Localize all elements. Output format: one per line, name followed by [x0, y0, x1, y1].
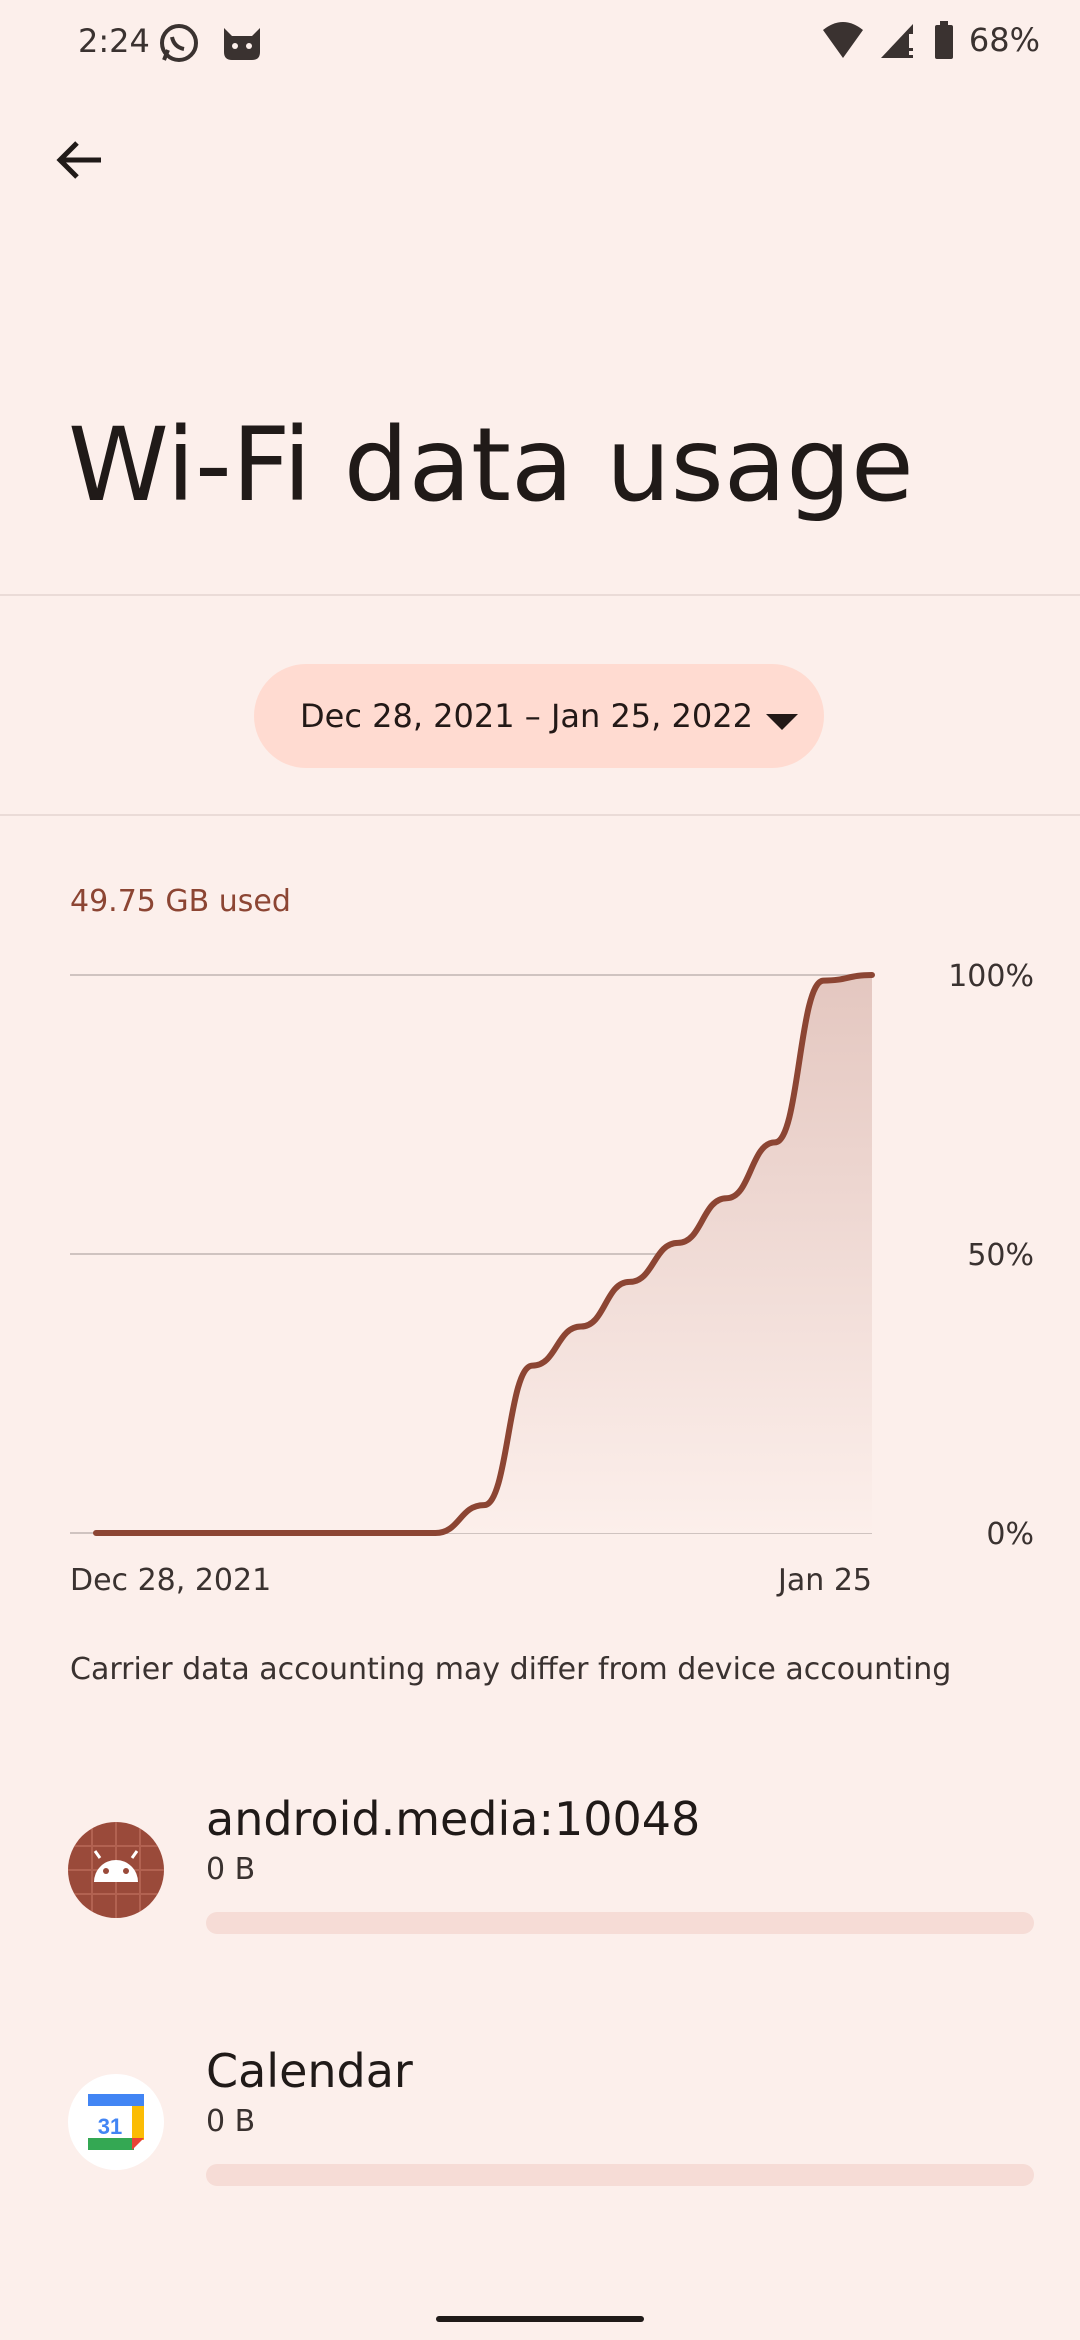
page-title: Wi-Fi data usage: [68, 406, 914, 525]
data-used-label: 49.75 GB used: [70, 884, 291, 919]
cell-signal-icon: [880, 24, 913, 58]
app-size: 0 B: [206, 2104, 256, 2139]
date-range-label: Dec 28, 2021 – Jan 25, 2022: [300, 697, 753, 735]
date-range-dropdown[interactable]: Dec 28, 2021 – Jan 25, 2022: [254, 664, 824, 768]
calendar-icon: 31: [68, 2074, 164, 2170]
dropdown-arrow-icon: [766, 714, 798, 730]
app-size: 0 B: [206, 1852, 256, 1887]
divider: [0, 594, 1080, 596]
y-tick-label: 0%: [986, 1517, 1034, 1552]
battery-percentage: 68%: [968, 21, 1040, 59]
arrow-back-icon: [56, 141, 101, 179]
navigation-handle[interactable]: [436, 2316, 644, 2322]
app-usage-item-android-media[interactable]: android.media:10048 0 B: [0, 1770, 1080, 1970]
status-time: 2:24: [78, 22, 150, 60]
calendar-day: 31: [98, 2114, 122, 2139]
android-icon: [68, 1822, 164, 1918]
x-tick-label: Jan 25: [776, 1563, 872, 1598]
app-usage-bar: [206, 1912, 1034, 1934]
app-name: android.media:10048: [206, 1792, 701, 1846]
app-usage-bar: [206, 2164, 1034, 2186]
y-tick-label: 50%: [967, 1238, 1034, 1273]
status-right: 68%: [821, 20, 1040, 60]
app-name: Calendar: [206, 2044, 413, 2098]
carrier-note: Carrier data accounting may differ from …: [70, 1652, 952, 1687]
back-button[interactable]: [40, 120, 120, 200]
usage-chart: 0% 50% 100% Dec 28, 2021 Jan 25: [70, 959, 1034, 1598]
wifi-icon: [822, 22, 863, 58]
whatsapp-icon: [158, 22, 200, 68]
battery-icon: [934, 21, 953, 59]
usage-line: [93, 972, 875, 1536]
usage-area: [96, 975, 872, 1533]
cat-icon: [220, 22, 264, 66]
app-usage-item-calendar[interactable]: 31 Calendar 0 B: [0, 2022, 1080, 2222]
x-tick-label: Dec 28, 2021: [70, 1563, 271, 1598]
y-tick-label: 100%: [948, 959, 1034, 994]
divider: [0, 814, 1080, 816]
